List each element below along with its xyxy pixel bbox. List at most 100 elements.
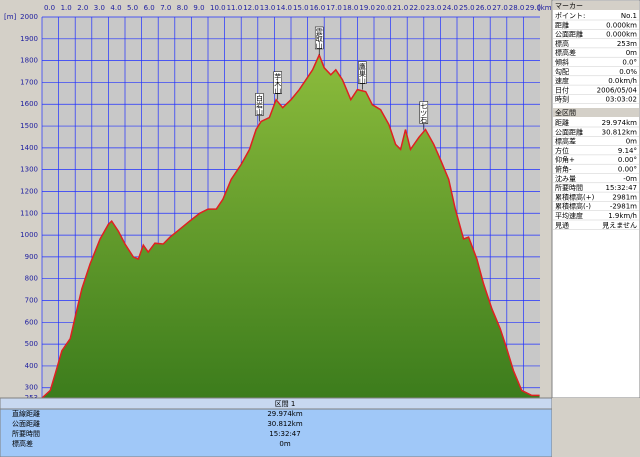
row-value: 0.000km [606,21,637,29]
row-value: 0.00° [618,166,637,174]
x-tick-label: 23.0 [426,4,442,12]
section-value: 0m [279,440,290,448]
x-tick-label: 9.0 [193,4,204,12]
row-label: 距離 [555,20,569,29]
annotation: 白岩山 [255,94,263,117]
bottom-gap [552,398,640,457]
row-label: 沈み量 [555,174,576,183]
row-value: -2981m [610,203,637,211]
section-label: 公面距離 [12,419,40,428]
row-label: 方位 [555,146,569,155]
row-value: 0m [626,138,637,146]
x-tick-label: 10.0 [210,4,226,12]
row-value: 0m [626,49,637,57]
section-label: 標高差 [12,439,33,448]
row-value: No.1 [621,12,637,20]
y-tick-label: 700 [25,297,38,305]
y-tick-label: 600 [25,318,38,326]
section-value: 29.974km [267,410,303,418]
row-label: 速度 [555,76,569,85]
y-tick-label: 1100 [20,209,38,217]
row-value: 03:03:02 [606,96,637,104]
row-value: -0m [623,175,637,183]
row-label: ポイント: [555,12,585,20]
row-value: 2981m [612,193,637,201]
annotation: 七ツ石 [420,102,428,125]
annotation-box [255,93,264,116]
y-tick-label: 2000 [20,13,38,21]
row-label: 仰角+ [555,155,575,164]
x-tick-label: 19.0 [359,4,375,12]
x-tick-label: 28.0 [509,4,525,12]
panel-header [553,1,639,10]
section-title: 区間 1 [275,400,296,408]
row-label: 勾配 [555,67,569,76]
y-tick-label: 300 [25,384,38,392]
row-label: 公面距離 [555,127,583,136]
row-value: 0.0° [622,59,637,67]
x-tick-label: 12.0 [243,4,259,12]
x-tick-label: 15.0 [293,4,309,12]
row-label: 時刻 [555,95,569,104]
x-tick-label: 18.0 [343,4,359,12]
x-tick-label: 6.0 [144,4,155,12]
x-tick-label: 13.0 [260,4,276,12]
row-value: 見えません [602,221,637,229]
x-tick-label: 25.0 [459,4,475,12]
row-label: 標高差 [555,137,576,146]
x-tick-label: 14.0 [276,4,292,12]
x-tick-label: 17.0 [326,4,342,12]
x-tick-label: 29.0 [525,4,541,12]
row-value: 9.14° [618,147,637,155]
x-tick-label: 27.0 [492,4,508,12]
row-label: 平均速度 [555,211,583,220]
annotation-box [358,61,367,84]
y-tick-label: 1800 [20,57,38,65]
x-tick-label: 4.0 [110,4,121,12]
y-tick-label: 1300 [20,166,38,174]
y-tick-label: 1500 [20,122,38,130]
x-tick-label: 1.0 [61,4,72,12]
x-tick-label: 5.0 [127,4,138,12]
x-tick-label: 20.0 [376,4,392,12]
y-tick-label: 500 [25,340,38,348]
x-tick-label: 3.0 [94,4,105,12]
row-label: 累積標高(-) [555,202,591,211]
x-tick-label: 7.0 [160,4,171,12]
x-tick-label: 0.0 [44,4,55,12]
section-value: 30.812km [267,420,303,428]
x-tick-label: 21.0 [393,4,409,12]
row-label: 俯角- [555,165,572,174]
line [41,52,540,399]
row-label: 日付 [555,85,569,94]
row-value: 15:32:47 [606,184,637,192]
y-tick-label: 900 [25,253,38,261]
row-label: 標高差 [555,48,576,57]
annotation-box [273,71,282,94]
row-label: 見通 [555,220,569,229]
panel-title: 全区間 [555,108,576,117]
y-tick-label: 1000 [20,231,38,239]
annotation: 雲取山 [315,28,323,50]
row-value: 0.0km/h [608,77,637,85]
annotation-box [314,26,324,50]
x-tick-label: 11.0 [227,4,243,12]
row-value: 30.812km [602,128,638,136]
row-label: 傾斜 [555,58,569,67]
panel-header [553,108,639,117]
x-tick-label: 16.0 [310,4,326,12]
row-value: 0.000km [606,31,637,39]
y-tick-label: 1700 [20,78,38,86]
section-body [0,408,553,457]
x-tick-label: 22.0 [409,4,425,12]
row-value: 29.974km [602,119,638,127]
area [42,54,540,399]
x-unit: [km] [538,4,555,12]
row-label: 累積標高(+) [555,192,595,201]
row-label: 距離 [555,118,569,127]
y-tick-label: 1600 [20,100,38,108]
x-tick-label: 8.0 [177,4,188,12]
annotation-box [419,101,429,124]
row-label: 公面距離 [555,30,583,39]
